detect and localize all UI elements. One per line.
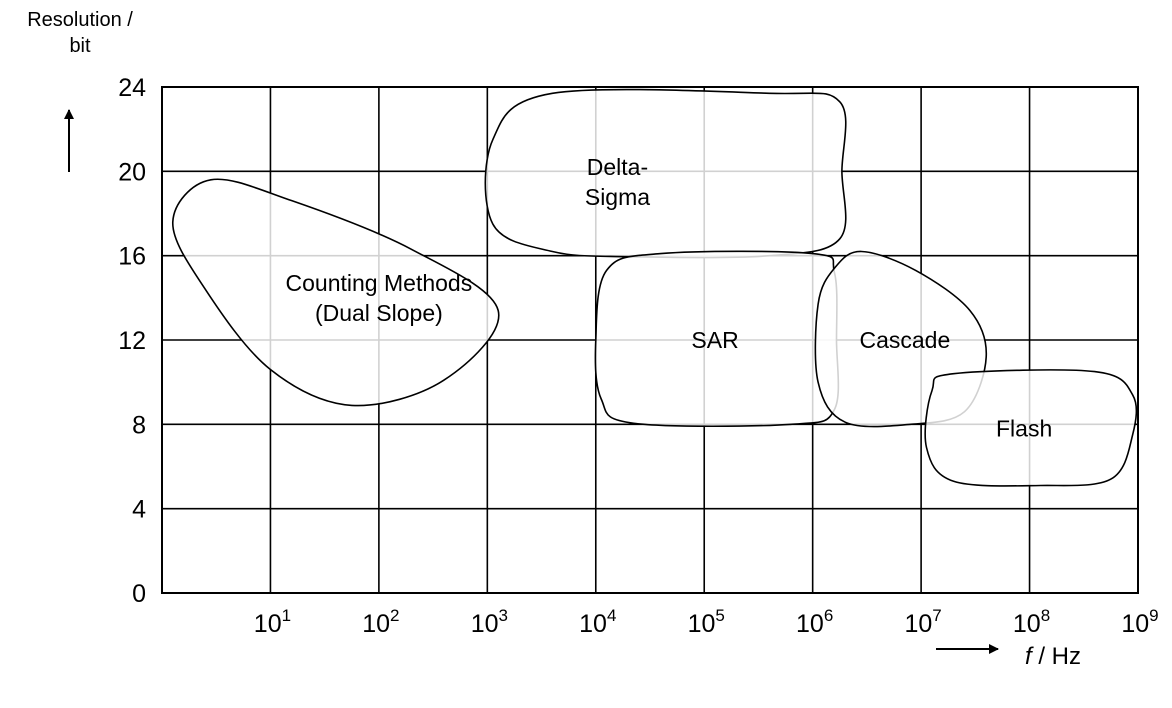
y-tick-labels: 0 4 8 12 16 20 24: [118, 74, 146, 608]
region-label-counting-methods: Counting Methods: [286, 270, 473, 296]
region-label-delta-sigma: Delta-: [587, 154, 648, 180]
x-tick-label: 108: [1013, 606, 1050, 638]
y-axis-label-line-1: Resolution /: [27, 9, 133, 31]
region-flash: [924, 369, 1138, 487]
x-tick-label: 106: [796, 606, 833, 638]
x-tick-label: 107: [904, 606, 941, 638]
region-counting-methods: [171, 178, 500, 407]
region-sar: [594, 250, 840, 428]
region-label-cascade: Cascade: [859, 327, 950, 353]
region-labels: Delta- Sigma Counting Methods (Dual Slope) S…: [286, 154, 1053, 442]
plot-border: [161, 86, 1139, 594]
x-tick-label: 102: [362, 606, 399, 638]
y-tick-label: 8: [132, 411, 146, 439]
y-tick-label: 12: [118, 327, 146, 355]
x-axis-symbol: f: [1025, 643, 1032, 670]
x-tick-label: 103: [471, 606, 508, 638]
x-tick-label: 109: [1121, 606, 1158, 638]
x-axis-unit: / Hz: [1031, 643, 1082, 670]
x-tick-label: 105: [688, 606, 725, 638]
y-tick-label: 20: [118, 158, 146, 186]
x-tick-label: 101: [254, 606, 291, 638]
region-label-counting-methods: (Dual Slope): [315, 300, 443, 326]
region-label-flash: Flash: [996, 416, 1052, 442]
region-delta-sigma: [484, 88, 847, 259]
y-tick-label: 24: [118, 74, 146, 102]
x-tick-label: 104: [579, 606, 616, 638]
y-tick-label: 0: [132, 580, 146, 608]
y-axis-label-line-2: bit: [69, 35, 91, 57]
y-tick-label: 16: [118, 243, 146, 271]
regions: [171, 88, 1138, 487]
plot-frame: [161, 86, 1139, 594]
x-axis-label: f / Hz: [1025, 643, 1081, 671]
region-label-delta-sigma: Sigma: [585, 184, 650, 210]
region-label-sar: SAR: [691, 327, 738, 353]
x-tick-labels: 101 102 103 104 105 106 107 108 109: [254, 606, 1159, 638]
y-tick-label: 4: [132, 496, 146, 524]
